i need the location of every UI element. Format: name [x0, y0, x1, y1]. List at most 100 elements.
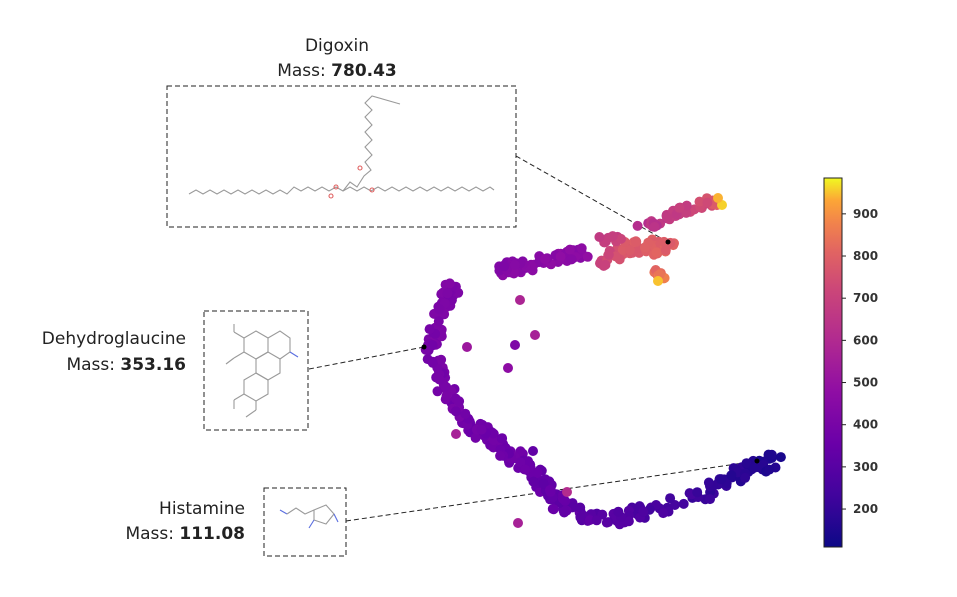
scatter-points [420, 193, 786, 530]
scatter-point [639, 242, 650, 253]
scatter-point [702, 197, 713, 208]
scatter-point [713, 193, 723, 203]
scatter-point [460, 408, 471, 419]
scatter-point [555, 251, 566, 262]
scatter-point [594, 232, 605, 242]
scatter-point [440, 381, 451, 392]
annotation-digoxin: Digoxin Mass: 780.43 [166, 36, 517, 228]
scatter-point [678, 498, 689, 509]
scatter-point [538, 478, 549, 489]
colorbar-tick-label: 900 [853, 207, 878, 221]
annotation-histamine: Histamine Mass: 111.08 [125, 487, 347, 557]
scatter-point [427, 357, 438, 368]
annotation-mass: Mass: 353.16 [66, 355, 186, 375]
annotation-name: Digoxin [305, 36, 369, 56]
scatter-point [499, 261, 510, 272]
scatter-point [436, 354, 447, 365]
scatter-point [775, 452, 786, 463]
scatter-point [433, 316, 444, 327]
scatter-point [575, 512, 586, 523]
scatter-point [424, 324, 435, 335]
scatter-point [515, 457, 526, 468]
scatter-point [651, 247, 662, 258]
scatter-point [613, 506, 624, 517]
scatter-point [503, 363, 513, 373]
highlight-point-dehydroglaucine [421, 344, 427, 350]
molecule-structure-image [225, 324, 299, 418]
scatter-point [741, 458, 752, 469]
scatter-point [515, 295, 525, 305]
scatter-point [441, 390, 452, 401]
scatter-point [532, 467, 543, 478]
colorbar: 200 300 400 500 600 700 800 900 [823, 177, 878, 548]
scatter-point [591, 515, 602, 526]
scatter-point [692, 487, 703, 498]
scatter-point [624, 245, 635, 255]
annotation-mass: Mass: 111.08 [125, 524, 245, 544]
scatter-point [681, 207, 692, 218]
scatter-point [495, 450, 506, 461]
scatter-point [476, 424, 487, 435]
scatter-point [444, 278, 455, 289]
scatter-point [607, 231, 618, 242]
scatter-point [528, 446, 538, 456]
scatter-point [674, 202, 685, 213]
scatter-point [582, 251, 593, 262]
colorbar-tick-label: 400 [853, 418, 878, 432]
scatter-point [462, 342, 472, 352]
scatter-point [658, 508, 669, 519]
colorbar-tick-label: 700 [853, 291, 878, 305]
molecule-box [263, 487, 347, 557]
scatter-point [488, 428, 499, 439]
colorbar-tick-label: 200 [853, 502, 878, 516]
scatter-point [740, 472, 751, 483]
colorbar-tick-label: 600 [853, 333, 878, 347]
molecule-box [166, 85, 517, 228]
leader-line-histamine [345, 460, 758, 522]
highlight-points [421, 239, 760, 464]
highlight-point-digoxin [665, 239, 671, 245]
scatter-point [749, 462, 760, 473]
scatter-point [600, 259, 611, 270]
scatter-point [764, 464, 775, 475]
scatter-point [631, 236, 642, 247]
scatter-point [523, 456, 534, 467]
scatter-point [703, 477, 714, 488]
molecule-structure-image [279, 504, 339, 529]
scatter-point [763, 449, 774, 460]
scatter-point [450, 406, 461, 417]
scatter-point [617, 244, 628, 255]
scatter-point [562, 487, 572, 497]
scatter-point [726, 470, 737, 481]
scatter-point [451, 429, 461, 439]
scatter-point [694, 196, 705, 207]
leader-line-digoxin [515, 155, 669, 243]
scatter-point [576, 243, 587, 254]
scatter-point [530, 330, 540, 340]
scatter-point [623, 516, 634, 527]
scatter-point [660, 245, 671, 256]
molecule-structure-image [188, 95, 495, 199]
annotation-dehydroglaucine: Dehydroglaucine Mass: 353.16 [42, 310, 309, 431]
scatter-point [566, 254, 577, 265]
scatter-point [496, 433, 507, 444]
scatter-point [470, 432, 481, 443]
annotation-name: Dehydroglaucine [42, 329, 186, 349]
colorbar-ticks: 200 300 400 500 600 700 800 900 [842, 207, 878, 516]
scatter-point [434, 304, 445, 315]
annotation-name: Histamine [159, 499, 245, 519]
highlight-point-histamine [754, 458, 760, 464]
scatter-point [434, 374, 445, 385]
scatter-point [513, 518, 523, 528]
scatter-point [716, 474, 727, 485]
scatter-point [638, 506, 649, 517]
scatter-point [662, 212, 673, 223]
scatter-point [632, 220, 643, 231]
scatter-point [509, 259, 520, 270]
scatter-point [653, 276, 663, 286]
colorbar-tick-label: 300 [853, 460, 878, 474]
scatter-point [520, 464, 531, 475]
scatter-point [528, 476, 539, 487]
scatter-point [601, 517, 612, 528]
scatter-point [603, 249, 614, 260]
